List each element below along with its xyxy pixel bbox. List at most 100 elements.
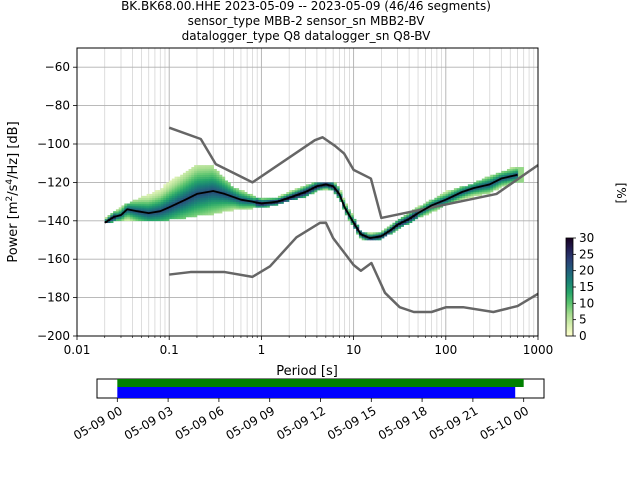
density-cell [442,195,446,199]
density-cell [216,174,220,177]
density-cell [157,195,161,199]
density-cell [219,201,223,204]
density-cell [261,203,265,206]
density-cell [199,201,203,204]
density-cell [155,201,159,204]
density-cell [370,232,374,235]
density-cell [222,193,226,197]
density-cell [372,238,376,241]
density-cell [210,174,214,177]
density-cell [213,176,217,179]
density-cell [222,199,226,202]
density-cell [199,168,203,172]
density-cell [495,174,499,177]
density-cell [157,193,161,197]
density-cell [202,176,206,179]
density-cell [205,167,209,170]
density-cell [378,234,382,237]
density-cell [107,220,111,224]
density-cell [166,205,170,208]
density-cell [498,182,502,185]
density-cell [224,195,228,199]
density-cell [174,213,178,216]
density-cell [479,188,483,191]
density-cell [185,211,189,214]
density-cell [291,190,295,193]
density-cell [168,186,173,189]
density-cell [152,195,156,199]
density-cell [364,238,368,241]
density-cell [210,203,214,206]
density-cell [406,222,410,225]
colorbar-tick-label: 0 [579,329,587,343]
density-cell [501,182,505,185]
density-cell [121,216,125,220]
density-cell [479,184,483,187]
density-cell [241,190,245,193]
timeline-tick-label: 05-09 09 [223,404,277,443]
density-cell [180,197,184,200]
density-cell [252,195,256,199]
density-cell [495,176,499,179]
density-cell [124,216,128,220]
density-cell [403,215,407,218]
density-cell [166,188,170,191]
density-cell [182,193,187,197]
density-cell [146,207,150,210]
density-cell [188,213,192,216]
density-cell [152,197,156,200]
y-tick-label: −60 [45,60,70,74]
density-cell [350,216,354,220]
density-cell [199,180,203,183]
density-cell [367,232,371,235]
density-cell [202,197,206,200]
density-cell [121,207,125,210]
density-cell [138,216,142,220]
density-cell [141,199,145,202]
density-cell [149,205,153,208]
density-cell [141,213,145,216]
density-cell [188,184,192,187]
density-cell [149,216,153,220]
density-cell [180,201,184,204]
density-cell [171,192,175,195]
density-cell [191,199,195,202]
density-cell [182,178,187,181]
density-cell [182,195,187,199]
density-cell [124,203,128,206]
density-cell [311,184,315,187]
density-cell [303,188,307,191]
density-cell [406,215,410,218]
density-cell [118,216,122,220]
density-cell [222,186,226,189]
density-cell [434,209,438,212]
density-cell [191,207,195,210]
density-cell [141,195,145,199]
density-cell [166,193,170,197]
density-cell [495,188,499,191]
density-cell [157,209,161,212]
timeline-tick-label: 05-09 21 [427,404,481,443]
density-cell [518,172,522,176]
density-cell [185,178,189,181]
density-cell [420,205,424,208]
density-cell [208,186,212,189]
density-cell [213,168,217,172]
density-cell [219,211,223,214]
density-cell [467,184,471,187]
density-cell [163,218,167,222]
density-cell [202,203,206,206]
density-cell [110,215,114,218]
density-cell [141,218,145,222]
density-cell [166,201,170,204]
density-cell [236,205,240,208]
density-cell [210,207,214,210]
density-cell [163,197,167,200]
density-cell [230,197,234,200]
density-cell [344,213,349,216]
density-cell [216,188,220,191]
density-cell [196,172,201,176]
density-cell [230,205,234,208]
density-cell [182,209,187,212]
